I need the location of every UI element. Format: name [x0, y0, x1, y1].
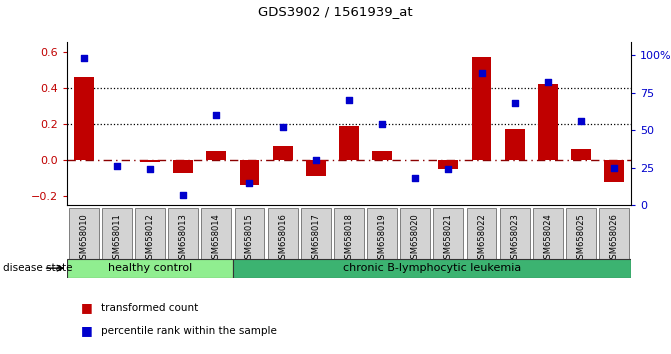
- Text: GSM658018: GSM658018: [344, 213, 354, 264]
- Text: GSM658023: GSM658023: [510, 213, 519, 264]
- FancyBboxPatch shape: [201, 208, 231, 260]
- Text: healthy control: healthy control: [108, 263, 192, 273]
- Text: GSM658019: GSM658019: [378, 213, 386, 264]
- Text: GSM658016: GSM658016: [278, 213, 287, 264]
- Point: [509, 100, 520, 106]
- FancyBboxPatch shape: [268, 208, 297, 260]
- Bar: [173, 160, 193, 173]
- Point: [443, 166, 454, 172]
- FancyBboxPatch shape: [533, 208, 563, 260]
- Point: [609, 165, 619, 171]
- FancyBboxPatch shape: [135, 208, 165, 260]
- FancyBboxPatch shape: [367, 208, 397, 260]
- Point: [211, 112, 221, 118]
- FancyBboxPatch shape: [401, 208, 430, 260]
- Bar: [140, 160, 160, 162]
- Bar: [207, 151, 226, 160]
- Point: [311, 158, 321, 163]
- Text: disease state: disease state: [3, 263, 73, 273]
- FancyBboxPatch shape: [500, 208, 529, 260]
- Text: GSM658012: GSM658012: [146, 213, 154, 264]
- Point: [344, 97, 354, 103]
- Bar: [67, 259, 233, 278]
- Text: GDS3902 / 1561939_at: GDS3902 / 1561939_at: [258, 5, 413, 18]
- FancyBboxPatch shape: [168, 208, 198, 260]
- Point: [244, 180, 255, 185]
- Bar: [538, 84, 558, 160]
- Text: GSM658024: GSM658024: [544, 213, 552, 264]
- Text: GSM658020: GSM658020: [411, 213, 420, 264]
- Text: chronic B-lymphocytic leukemia: chronic B-lymphocytic leukemia: [343, 263, 521, 273]
- Bar: [240, 160, 260, 185]
- Text: GSM658014: GSM658014: [212, 213, 221, 264]
- Point: [542, 79, 553, 85]
- Point: [277, 124, 288, 130]
- Bar: [233, 259, 631, 278]
- Point: [178, 192, 189, 198]
- Text: GSM658011: GSM658011: [112, 213, 121, 264]
- Point: [376, 121, 387, 127]
- Text: GSM658021: GSM658021: [444, 213, 453, 264]
- Text: GSM658010: GSM658010: [79, 213, 88, 264]
- FancyBboxPatch shape: [68, 208, 99, 260]
- Point: [476, 70, 487, 76]
- Point: [410, 176, 421, 181]
- Bar: [306, 160, 325, 176]
- Point: [576, 118, 586, 124]
- FancyBboxPatch shape: [599, 208, 629, 260]
- Bar: [372, 151, 392, 160]
- Text: GSM658017: GSM658017: [311, 213, 320, 264]
- Bar: [571, 149, 591, 160]
- FancyBboxPatch shape: [566, 208, 596, 260]
- Point: [111, 164, 122, 169]
- Text: percentile rank within the sample: percentile rank within the sample: [101, 326, 276, 336]
- Bar: [339, 126, 359, 160]
- FancyBboxPatch shape: [235, 208, 264, 260]
- Point: [79, 55, 89, 61]
- Point: [145, 166, 156, 172]
- FancyBboxPatch shape: [301, 208, 331, 260]
- Text: GSM658013: GSM658013: [178, 213, 188, 264]
- FancyBboxPatch shape: [433, 208, 463, 260]
- FancyBboxPatch shape: [102, 208, 132, 260]
- Bar: [438, 160, 458, 169]
- Bar: [472, 57, 491, 160]
- FancyBboxPatch shape: [466, 208, 497, 260]
- Text: GSM658025: GSM658025: [576, 213, 586, 264]
- Text: GSM658022: GSM658022: [477, 213, 486, 264]
- Text: GSM658015: GSM658015: [245, 213, 254, 264]
- Bar: [505, 129, 525, 160]
- Text: GSM658026: GSM658026: [610, 213, 619, 264]
- Text: ■: ■: [81, 325, 93, 337]
- Bar: [604, 160, 624, 182]
- Bar: [272, 145, 293, 160]
- Text: ■: ■: [81, 302, 93, 314]
- FancyBboxPatch shape: [334, 208, 364, 260]
- Text: transformed count: transformed count: [101, 303, 198, 313]
- Bar: [74, 77, 94, 160]
